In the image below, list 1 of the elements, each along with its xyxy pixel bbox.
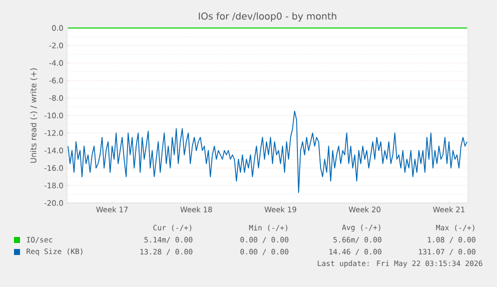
chart-title: IOs for /dev/loop0 - by month bbox=[198, 12, 336, 22]
